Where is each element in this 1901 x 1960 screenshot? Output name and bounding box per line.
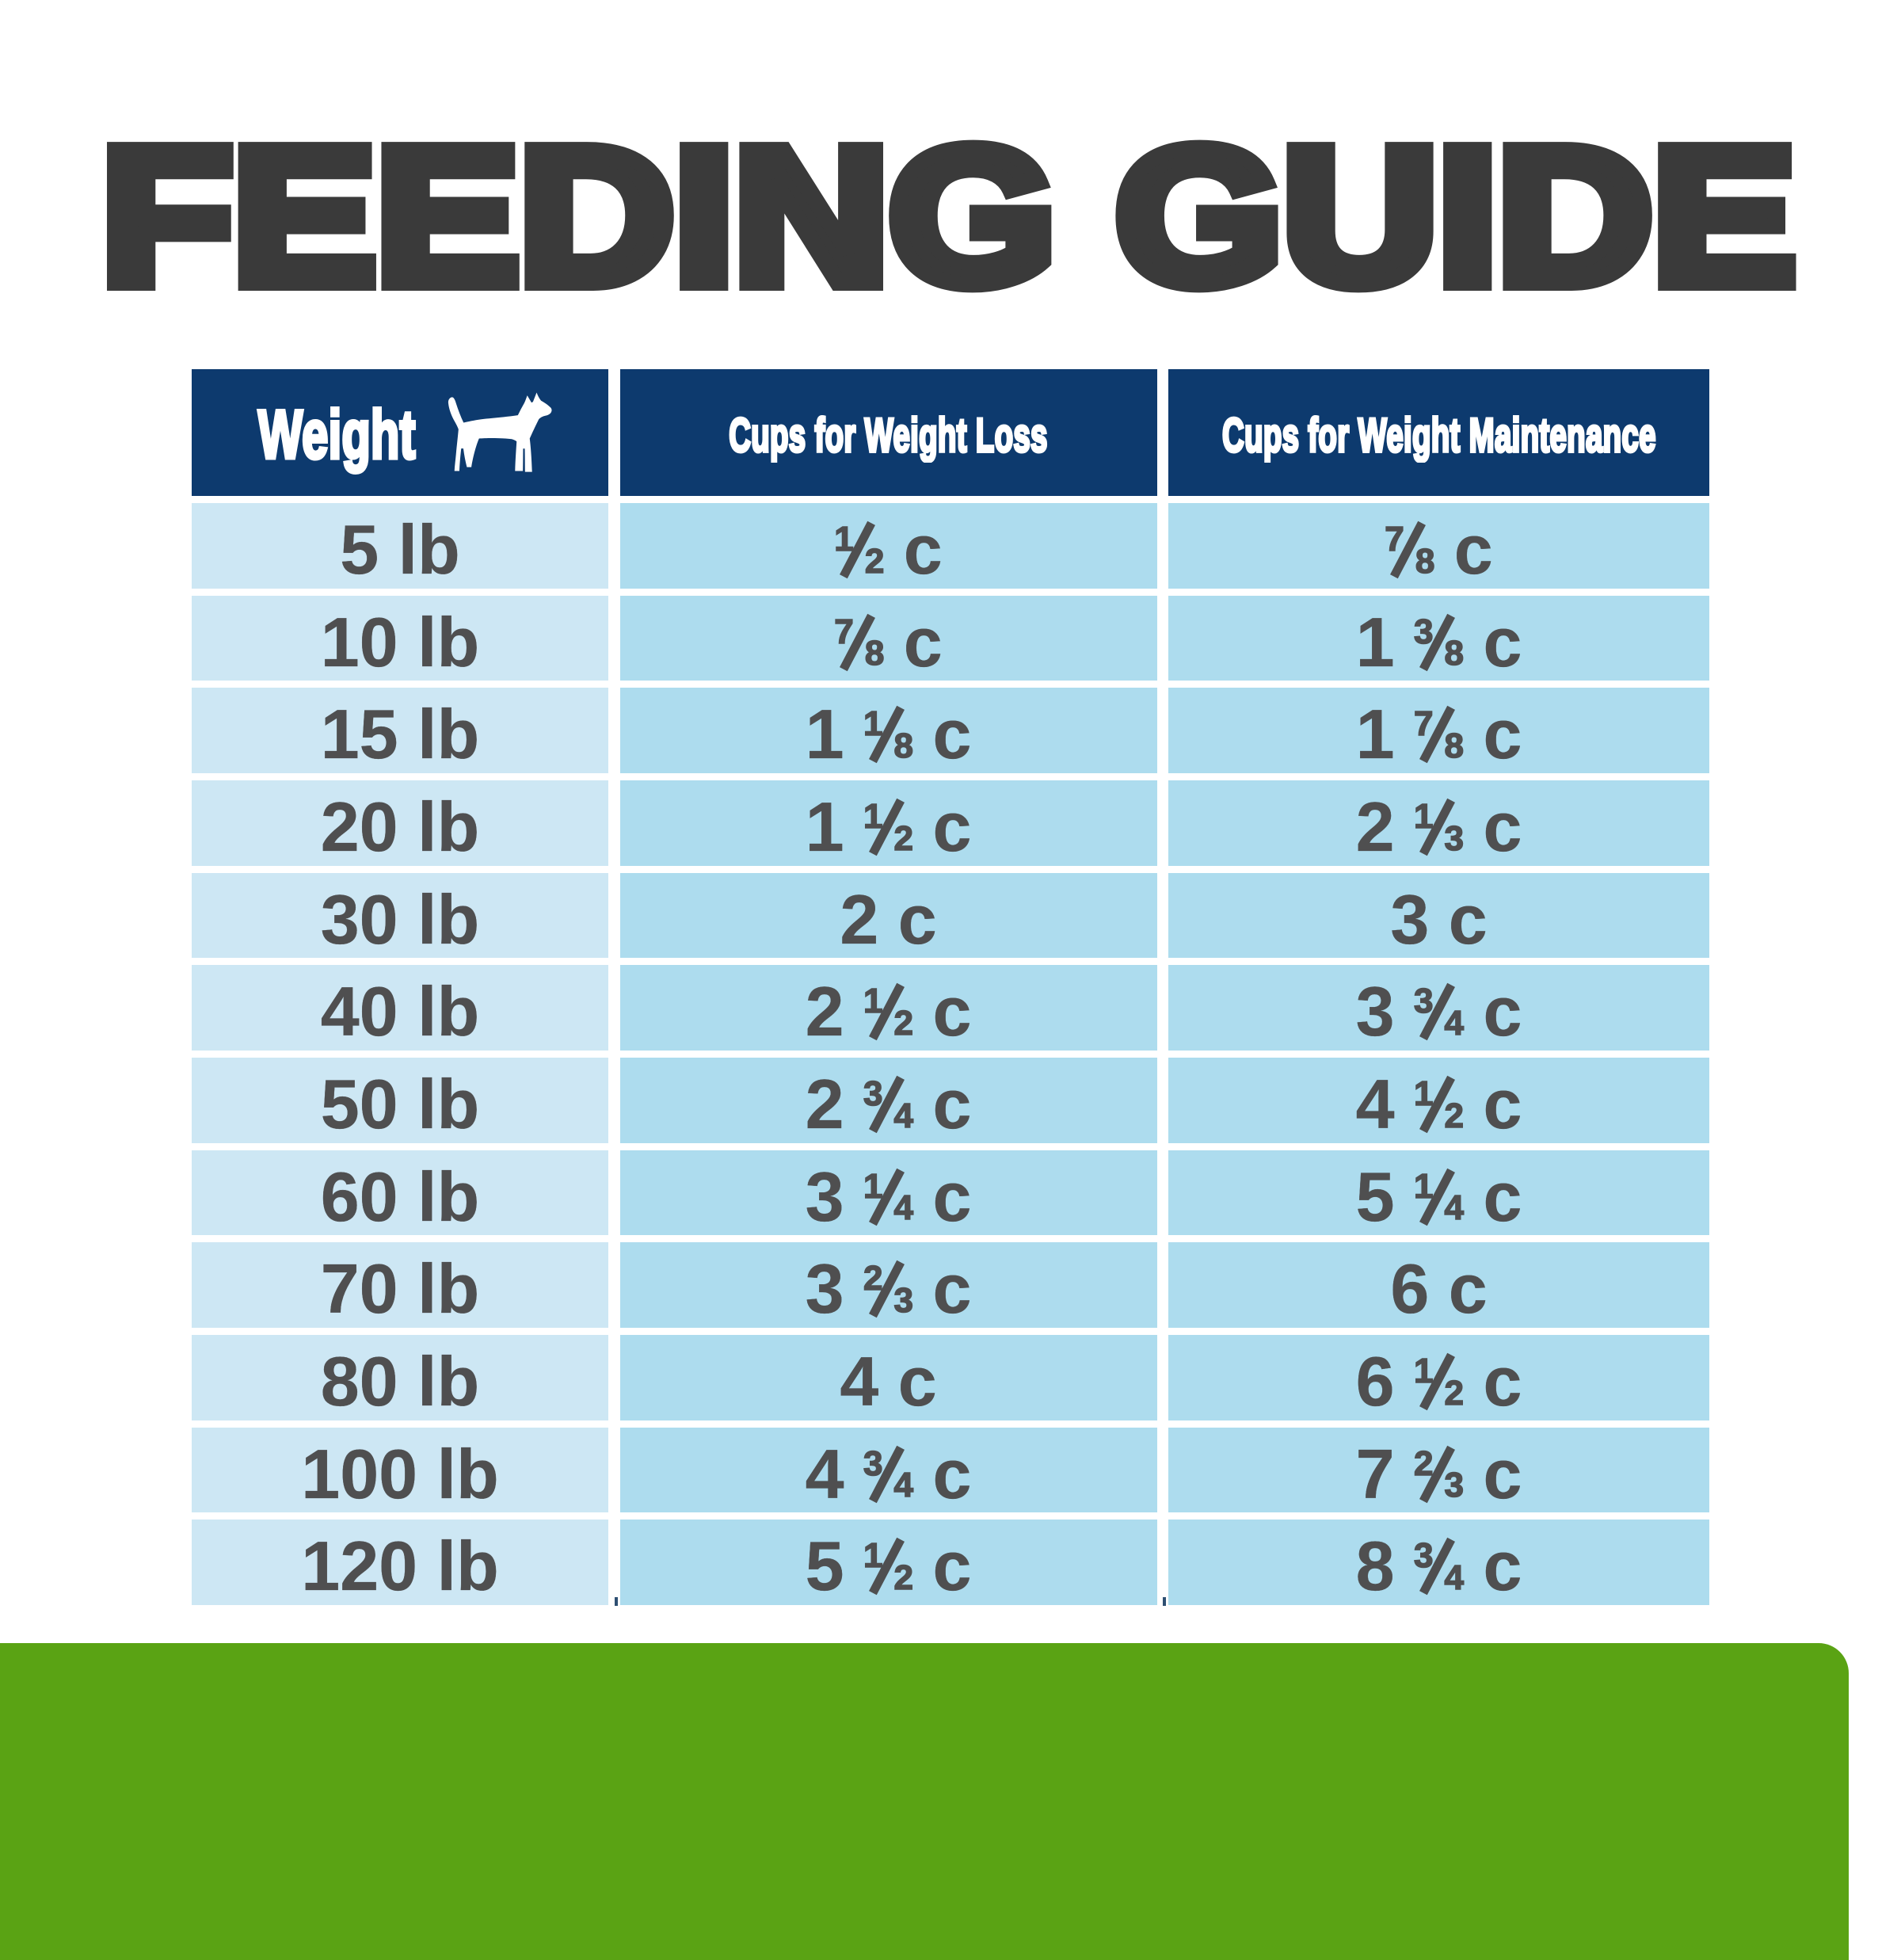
svg-text:FEEDING GUIDE: FEEDING GUIDE bbox=[101, 108, 1796, 324]
